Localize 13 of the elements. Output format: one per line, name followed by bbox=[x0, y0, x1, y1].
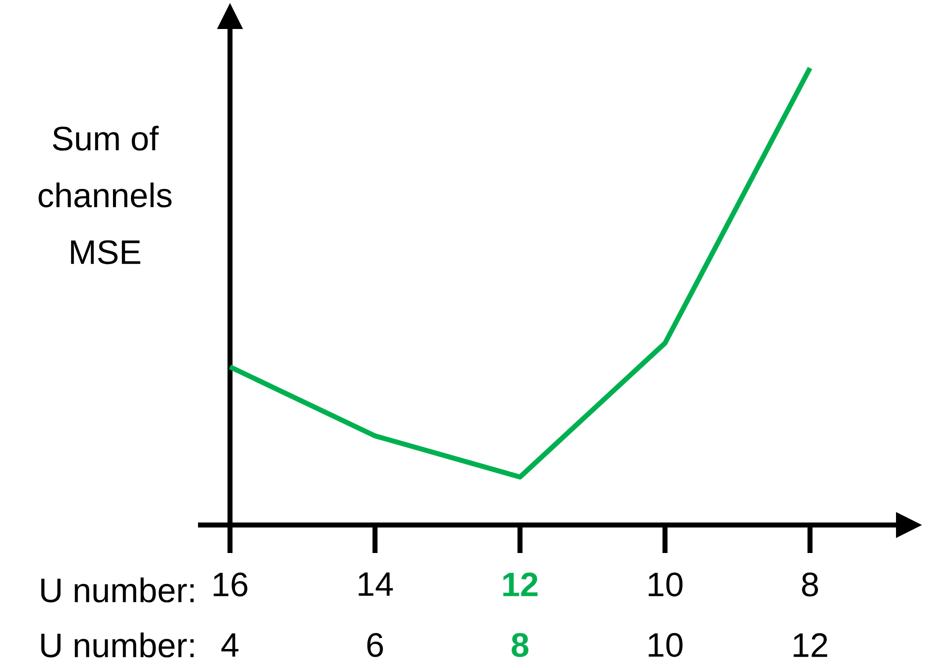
x-tick-label: 10 bbox=[648, 572, 683, 596]
text: U number: bbox=[41, 578, 194, 602]
x-tick-label: 8 bbox=[802, 572, 818, 596]
text: U number: bbox=[41, 632, 194, 658]
x-tick-label: 16 bbox=[214, 572, 248, 596]
y-axis-title: Sum of channels MSE bbox=[38, 126, 172, 264]
text: 10 bbox=[648, 633, 683, 657]
x-tick-label: 12 bbox=[503, 572, 538, 596]
text: 12 bbox=[794, 633, 828, 657]
text: 6 bbox=[367, 633, 383, 657]
x-tick-label: 14 bbox=[358, 572, 393, 596]
text: 8 bbox=[512, 633, 528, 657]
text: 4 bbox=[221, 633, 238, 657]
